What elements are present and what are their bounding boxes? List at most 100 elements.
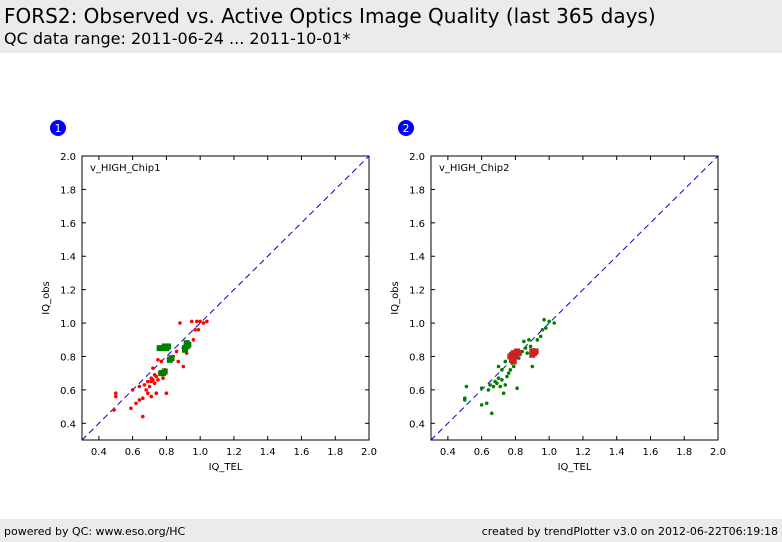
data-point-green	[530, 364, 535, 369]
data-point-red	[191, 337, 196, 342]
data-point-red	[174, 349, 179, 354]
plot-number-badge	[398, 120, 414, 136]
x-tick-label: 2.0	[710, 447, 726, 458]
reference-line	[81, 155, 370, 441]
report-footer: powered by QC: www.eso.org/HC created by…	[0, 519, 782, 542]
data-point-green	[542, 317, 546, 322]
data-point-green	[168, 355, 175, 362]
y-tick-label: 1.0	[60, 319, 76, 330]
y-tick-label: 0.8	[409, 352, 425, 363]
data-point-green	[165, 343, 172, 350]
data-point-darkred	[510, 358, 517, 365]
data-point-green	[552, 321, 557, 325]
data-point-green	[498, 384, 503, 389]
data-point-red	[149, 379, 154, 384]
page-title: FORS2: Observed vs. Active Optics Image …	[4, 4, 656, 28]
data-point-green	[496, 376, 501, 380]
data-point-red	[189, 319, 194, 324]
plot-number-label: 1	[55, 122, 62, 135]
created-by-text: created by trendPlotter v3.0 on 2012-06-…	[481, 525, 778, 538]
data-point-green	[540, 327, 545, 332]
report-header: FORS2: Observed vs. Active Optics Image …	[0, 0, 782, 53]
y-axis-label: IQ_obs	[41, 281, 52, 315]
data-range-subtitle: QC data range: 2011-06-24 ... 2011-10-01…	[4, 29, 351, 48]
y-tick-label: 1.8	[60, 185, 76, 196]
data-point-red	[152, 373, 157, 377]
data-point-green	[488, 383, 492, 387]
data-point-green	[464, 384, 469, 389]
data-point-red	[137, 398, 142, 402]
data-point-green	[496, 364, 501, 369]
data-point-green	[538, 334, 543, 339]
data-point-green	[495, 381, 499, 386]
data-point-green	[161, 368, 168, 375]
data-point-green	[508, 368, 513, 372]
data-point-green	[501, 391, 506, 396]
x-tick-label: 1.2	[226, 447, 242, 458]
x-tick-label: 1.8	[327, 447, 343, 458]
y-tick-label: 1.2	[60, 286, 76, 297]
plot-number-label: 2	[403, 122, 410, 135]
x-tick-label: 1.8	[676, 447, 692, 458]
data-point-green	[489, 411, 494, 416]
y-tick-label: 2.0	[409, 152, 425, 163]
powered-by-text: powered by QC: www.eso.org/HC	[4, 525, 186, 538]
data-point-green	[486, 388, 491, 392]
data-point-red	[164, 391, 169, 396]
data-point-darkred	[509, 351, 516, 358]
data-point-red	[198, 319, 202, 324]
y-tick-label: 1.6	[60, 219, 76, 230]
x-tick-label: 0.8	[507, 447, 523, 458]
x-axis-label: IQ_TEL	[558, 462, 592, 473]
data-point-red	[154, 391, 159, 396]
data-point-red	[156, 378, 160, 382]
data-point-darkred	[512, 353, 519, 360]
panel-label: v_HIGH_Chip2	[439, 163, 509, 174]
x-tick-label: 1.4	[609, 447, 625, 458]
y-tick-label: 1.8	[409, 185, 425, 196]
data-point-darkred	[532, 348, 539, 355]
data-point-red	[178, 321, 182, 325]
data-point-red	[112, 408, 116, 412]
data-point-green	[515, 386, 519, 391]
y-tick-label: 2.0	[60, 152, 76, 163]
data-point-green	[506, 371, 511, 375]
data-point-red	[113, 391, 118, 396]
data-point-green	[528, 344, 533, 349]
x-tick-label: 1.4	[260, 447, 276, 458]
data-point-green	[462, 396, 467, 401]
y-tick-label: 0.4	[409, 419, 425, 430]
data-point-green	[544, 326, 548, 330]
data-point-red	[129, 406, 133, 411]
data-point-green	[547, 319, 551, 324]
data-point-green	[511, 364, 516, 369]
x-tick-label: 1.6	[294, 447, 310, 458]
data-point-red	[149, 394, 154, 399]
y-tick-label: 0.6	[60, 386, 76, 397]
data-point-red	[113, 394, 118, 399]
data-point-green	[500, 378, 504, 382]
data-point-green	[523, 346, 528, 350]
data-point-red	[195, 319, 199, 324]
data-point-red	[205, 319, 209, 324]
data-point-red	[151, 366, 155, 370]
data-point-green	[505, 374, 509, 379]
y-tick-label: 1.0	[409, 319, 425, 330]
data-point-green	[503, 359, 508, 364]
reference-line	[430, 155, 719, 441]
data-point-red	[161, 376, 165, 380]
data-point-red	[146, 379, 150, 384]
y-tick-label: 0.4	[60, 419, 76, 430]
data-point-red	[140, 396, 145, 401]
x-tick-label: 2.0	[361, 447, 377, 458]
x-tick-label: 1.0	[192, 447, 208, 458]
x-tick-label: 0.8	[158, 447, 174, 458]
y-tick-label: 1.2	[409, 286, 425, 297]
data-point-green	[181, 346, 188, 353]
data-point-green	[185, 341, 192, 348]
data-point-red	[159, 359, 164, 364]
data-point-darkred	[529, 348, 536, 355]
data-point-red	[140, 414, 145, 419]
y-tick-label: 1.4	[409, 252, 425, 263]
